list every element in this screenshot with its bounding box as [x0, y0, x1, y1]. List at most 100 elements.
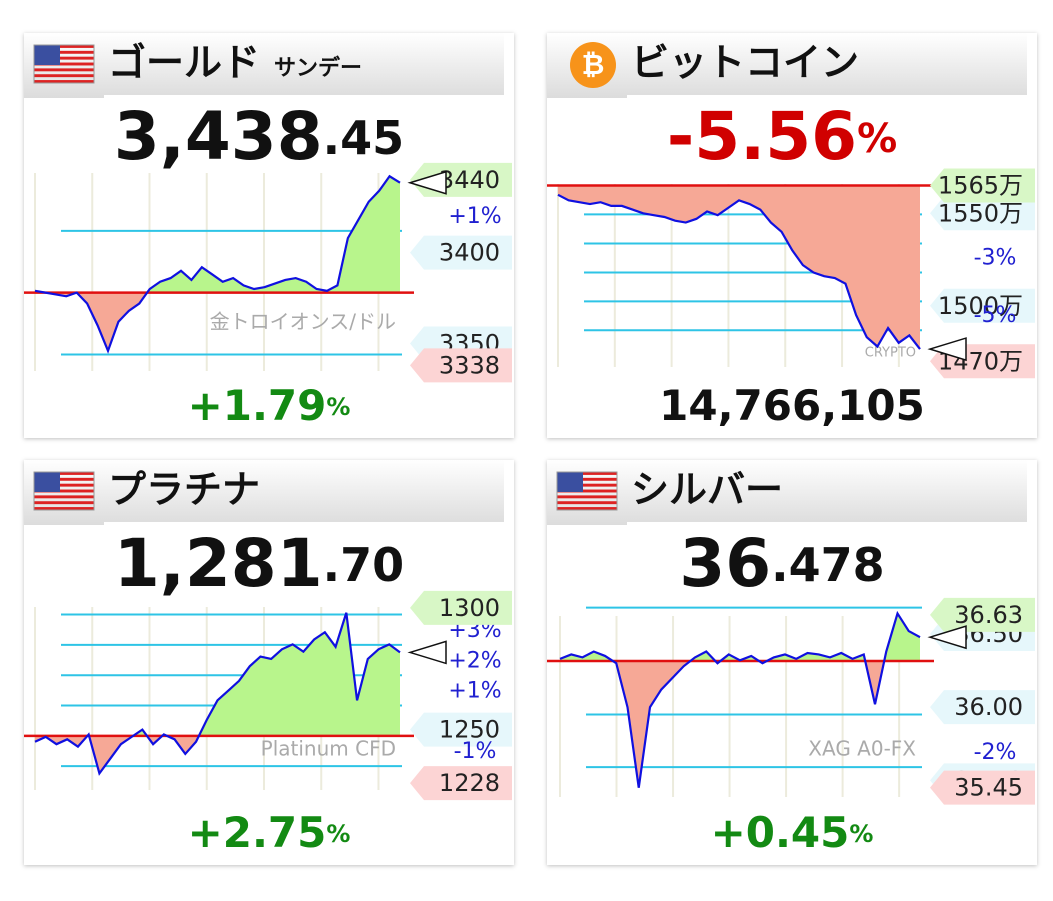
- footer-part: %: [326, 393, 350, 421]
- watermark: CRYPTO: [865, 346, 916, 361]
- flag-border: [33, 44, 95, 84]
- high-tag: [410, 590, 512, 625]
- footer-value: 14,766,105: [659, 381, 925, 430]
- flag-stripe: [557, 501, 617, 505]
- headline-part: -5.56: [667, 98, 857, 175]
- low-tag-label: 1228: [439, 769, 500, 797]
- flag-stripe: [34, 68, 94, 72]
- low-tag-label: 3338: [439, 351, 500, 379]
- header-tab: [547, 33, 1027, 98]
- area-up: [87, 612, 400, 736]
- flag-stripe: [34, 495, 94, 499]
- flag-stripe: [557, 483, 617, 487]
- y-tick: [930, 196, 1035, 231]
- headline-part: .45: [323, 111, 405, 165]
- current-marker: [407, 640, 447, 665]
- pct-label: -2%: [974, 740, 1017, 765]
- footer-part: +2.75: [188, 808, 327, 857]
- flag-stripe: [34, 477, 94, 481]
- footer-part: %: [849, 820, 873, 848]
- flag-stripe: [557, 507, 617, 510]
- panel-title: シルバー: [631, 468, 783, 512]
- flag-stripe: [34, 80, 94, 83]
- high-tag-label: 3440: [439, 166, 500, 194]
- flag-stripe: [557, 477, 617, 481]
- headline-part: .70: [323, 538, 405, 592]
- area-down: [558, 185, 920, 350]
- flag-stripe: [34, 472, 94, 475]
- panel-title: プラチナ: [108, 468, 260, 512]
- watermark: XAG A0-FX: [808, 737, 916, 761]
- watermark: Platinum CFD: [261, 737, 396, 761]
- low-tag-label: 35.45: [954, 774, 1023, 802]
- panel-title: ビットコイン: [631, 41, 859, 85]
- flag-stripe: [34, 74, 94, 78]
- flag-border: [556, 471, 618, 511]
- flag-border: [33, 471, 95, 511]
- high-tag-label: 36.63: [954, 601, 1023, 629]
- footer-part: +0.45: [711, 808, 850, 857]
- flag-stripe: [34, 489, 94, 493]
- headline-part: 36: [679, 525, 771, 602]
- flag-stripe: [557, 495, 617, 499]
- high-tag: [930, 168, 1035, 203]
- high-tag: [930, 597, 1035, 632]
- footer-value: +0.45%: [711, 808, 874, 857]
- flag-stripe: [34, 62, 94, 66]
- panel-title: ゴールド: [108, 41, 260, 85]
- btc-symbol: ₿: [582, 48, 605, 81]
- y-tick-label: 36.00: [954, 693, 1023, 721]
- area-down: [35, 735, 400, 774]
- footer-part: %: [326, 820, 350, 848]
- y-tick-label: 3400: [439, 239, 500, 267]
- headline-value: 1,281.70: [114, 525, 404, 602]
- y-tick-label: 1550万: [938, 199, 1023, 227]
- high-tag-label: 1300: [439, 594, 500, 622]
- area-up: [560, 613, 920, 662]
- flag-stripe: [557, 489, 617, 493]
- footer-part: +1.79: [188, 381, 327, 430]
- current-marker: [927, 625, 967, 650]
- panel: ₿ ビットコイン-5.56%14,766,105CRYPTO1550万1500万-…: [547, 33, 1037, 438]
- flag-stripe: [34, 50, 94, 54]
- flag-stripe: [34, 483, 94, 487]
- headline-part: 1,281: [114, 525, 323, 602]
- price-line: [34, 612, 401, 776]
- price-line: [559, 610, 921, 788]
- headline-value: -5.56%: [667, 98, 897, 175]
- flag-canton: [34, 45, 60, 65]
- price-line: [34, 174, 401, 354]
- low-tag: [930, 770, 1035, 805]
- flag-canton: [557, 472, 583, 492]
- pct-label: +2%: [448, 648, 501, 673]
- headline-value: 3,438.45: [114, 98, 404, 175]
- flag-canton: [34, 472, 60, 492]
- y-tick: [410, 712, 512, 747]
- footer-part: 14,766,105: [659, 381, 925, 430]
- headline-part: %: [857, 116, 897, 162]
- high-tag-label: 1565万: [938, 172, 1023, 200]
- area-up: [35, 176, 400, 293]
- low-tag: [410, 348, 512, 383]
- flag-stripe: [34, 501, 94, 505]
- pct-label: -5%: [974, 303, 1017, 328]
- current-marker: [407, 170, 447, 195]
- watermark: 金トロイオンス/ドル: [210, 310, 396, 334]
- panel: ゴールド サンデー3,438.45+1.79%金トロイオンス/ドル34003350…: [24, 33, 514, 438]
- y-tick-label: 1250: [439, 716, 500, 744]
- low-tag: [410, 766, 512, 801]
- y-tick: [410, 235, 512, 270]
- btc-icon: [570, 42, 616, 88]
- footer-value: +1.79%: [188, 381, 351, 430]
- y-tick: [930, 690, 1035, 725]
- pct-label: -1%: [454, 739, 497, 764]
- headline-value: 36.478: [679, 525, 884, 602]
- header-tab: [547, 460, 1027, 525]
- footer-value: +2.75%: [188, 808, 351, 857]
- current-marker: [927, 337, 967, 362]
- price-line: [557, 193, 921, 350]
- flag-stripe: [34, 507, 94, 510]
